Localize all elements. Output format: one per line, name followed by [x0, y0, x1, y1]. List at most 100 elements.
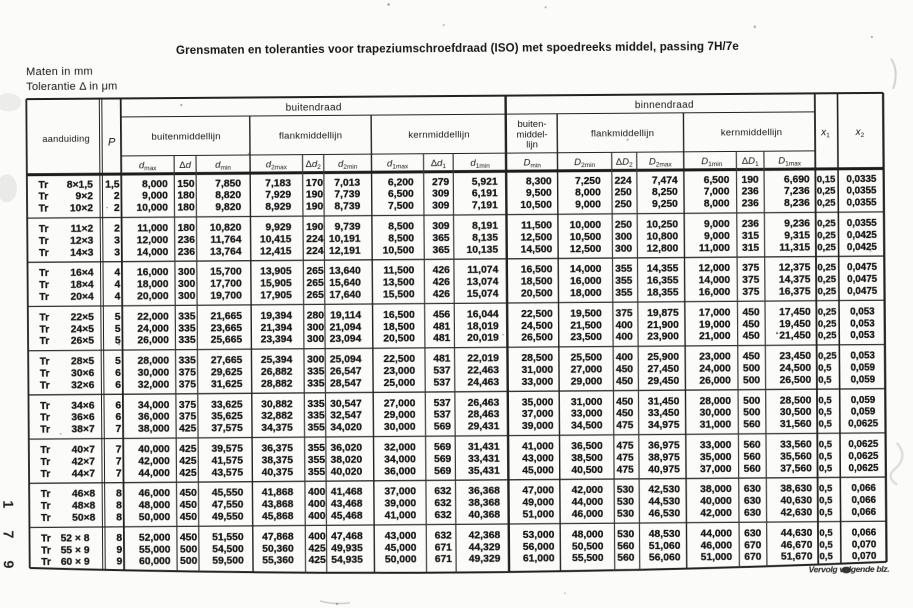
svg-text:0,5: 0,5 [818, 407, 832, 418]
svg-text:9,250: 9,250 [652, 199, 678, 210]
svg-text:3: 3 [114, 247, 120, 258]
svg-text:0,066: 0,066 [851, 483, 876, 494]
svg-text:250: 250 [615, 220, 633, 231]
svg-text:0,0355: 0,0355 [847, 198, 878, 209]
svg-text:27,665: 27,665 [211, 355, 243, 366]
svg-text:670: 670 [744, 540, 762, 551]
svg-text:35,431: 35,431 [468, 465, 500, 476]
svg-text:0,0475: 0,0475 [847, 274, 878, 285]
svg-text:24×5: 24×5 [71, 324, 95, 335]
svg-text:34,000: 34,000 [384, 454, 416, 465]
svg-text:400: 400 [616, 320, 634, 331]
svg-text:10,500: 10,500 [570, 232, 602, 243]
svg-text:31,450: 31,450 [648, 396, 680, 407]
svg-text:37,000: 37,000 [522, 409, 554, 420]
svg-text:450: 450 [180, 500, 198, 511]
svg-text:0,0625: 0,0625 [849, 463, 880, 474]
svg-text:30,000: 30,000 [384, 422, 416, 433]
svg-text:0,25: 0,25 [818, 351, 837, 362]
svg-text:19,500: 19,500 [570, 308, 602, 319]
svg-text:Dmin: Dmin [524, 157, 542, 169]
svg-text:190: 190 [306, 222, 324, 233]
svg-text:10,415: 10,415 [260, 234, 292, 245]
svg-text:41,575: 41,575 [212, 455, 244, 466]
svg-text:21,900: 21,900 [647, 320, 679, 331]
svg-text:Tr: Tr [41, 501, 51, 512]
svg-text:26,500: 26,500 [780, 375, 812, 386]
svg-text:38,975: 38,975 [648, 452, 680, 463]
svg-text:0,25: 0,25 [818, 330, 837, 341]
svg-text:530: 530 [617, 485, 635, 496]
svg-text:37,560: 37,560 [780, 463, 812, 474]
svg-text:375: 375 [179, 400, 197, 411]
svg-text:450: 450 [616, 397, 634, 408]
svg-text:500: 500 [743, 363, 761, 374]
svg-text:8,250: 8,250 [652, 187, 678, 198]
svg-text:Δd2: Δd2 [306, 159, 322, 171]
svg-text:Tr: Tr [40, 445, 50, 456]
svg-text:300: 300 [307, 334, 325, 345]
svg-text:42,000: 42,000 [572, 485, 604, 496]
svg-text:60,000: 60,000 [139, 556, 171, 567]
svg-text:280: 280 [307, 310, 325, 321]
svg-text:8,300: 8,300 [526, 176, 552, 187]
svg-text:355: 355 [615, 276, 633, 287]
svg-text:475: 475 [616, 420, 634, 431]
svg-text:0,15: 0,15 [817, 174, 836, 185]
svg-text:17,700: 17,700 [210, 279, 242, 290]
svg-text:24,000: 24,000 [699, 363, 731, 374]
svg-text:37,575: 37,575 [211, 423, 243, 434]
svg-text:9,739: 9,739 [335, 222, 361, 233]
svg-text:425: 425 [179, 456, 197, 467]
svg-text:355: 355 [308, 423, 326, 434]
svg-text:dmin: dmin [215, 160, 231, 172]
svg-text:300: 300 [178, 267, 196, 278]
svg-text:9,000: 9,000 [575, 200, 601, 211]
svg-text:18,355: 18,355 [647, 287, 679, 298]
svg-text:Maten in mm: Maten in mm [26, 66, 93, 78]
svg-text:28,000: 28,000 [699, 396, 731, 407]
svg-text:180: 180 [178, 223, 196, 234]
svg-text:6: 6 [115, 380, 121, 391]
svg-text:180: 180 [177, 191, 195, 202]
svg-text:44,000: 44,000 [138, 468, 170, 479]
svg-text:41,468: 41,468 [331, 487, 363, 498]
svg-text:12,000: 12,000 [699, 263, 731, 274]
svg-text:569: 569 [434, 422, 452, 433]
svg-text:13,640: 13,640 [329, 266, 361, 277]
svg-text:46,670: 46,670 [781, 540, 813, 551]
svg-text:19,114: 19,114 [330, 310, 361, 321]
svg-text:375: 375 [615, 308, 633, 319]
svg-text:45,468: 45,468 [331, 511, 363, 522]
svg-text:30,547: 30,547 [330, 398, 362, 409]
svg-text:481: 481 [433, 333, 451, 344]
svg-text:29,431: 29,431 [468, 421, 500, 432]
svg-text:236: 236 [742, 198, 760, 209]
svg-text:33,625: 33,625 [211, 399, 243, 410]
svg-text:0,25: 0,25 [817, 198, 836, 209]
svg-text:Tr: Tr [39, 280, 49, 291]
svg-text:16,355: 16,355 [647, 275, 679, 286]
svg-text:20,000: 20,000 [137, 291, 169, 302]
svg-text:48,000: 48,000 [572, 529, 604, 540]
svg-text:20×4: 20×4 [71, 292, 95, 303]
svg-text:8,000: 8,000 [704, 199, 730, 210]
svg-text:355: 355 [615, 288, 633, 299]
svg-text:44×7: 44×7 [72, 468, 96, 479]
svg-text:24,463: 24,463 [468, 377, 500, 388]
svg-text:kernmiddellijn: kernmiddellijn [408, 129, 470, 140]
svg-text:44,329: 44,329 [469, 542, 501, 553]
svg-text:0,0355: 0,0355 [847, 218, 878, 229]
svg-text:37,000: 37,000 [384, 486, 416, 497]
svg-text:0,070: 0,070 [852, 539, 877, 550]
svg-text:560: 560 [744, 464, 762, 475]
svg-text:35,625: 35,625 [211, 411, 243, 422]
svg-text:Tr: Tr [41, 469, 51, 480]
svg-text:20,019: 20,019 [467, 333, 499, 344]
svg-text:265: 265 [307, 290, 325, 301]
svg-text:55 × 9: 55 × 9 [61, 545, 90, 556]
svg-text:36,000: 36,000 [138, 412, 170, 423]
svg-text:26,882: 26,882 [261, 367, 293, 378]
svg-text:51,670: 51,670 [781, 552, 813, 563]
svg-text:170: 170 [306, 178, 324, 189]
